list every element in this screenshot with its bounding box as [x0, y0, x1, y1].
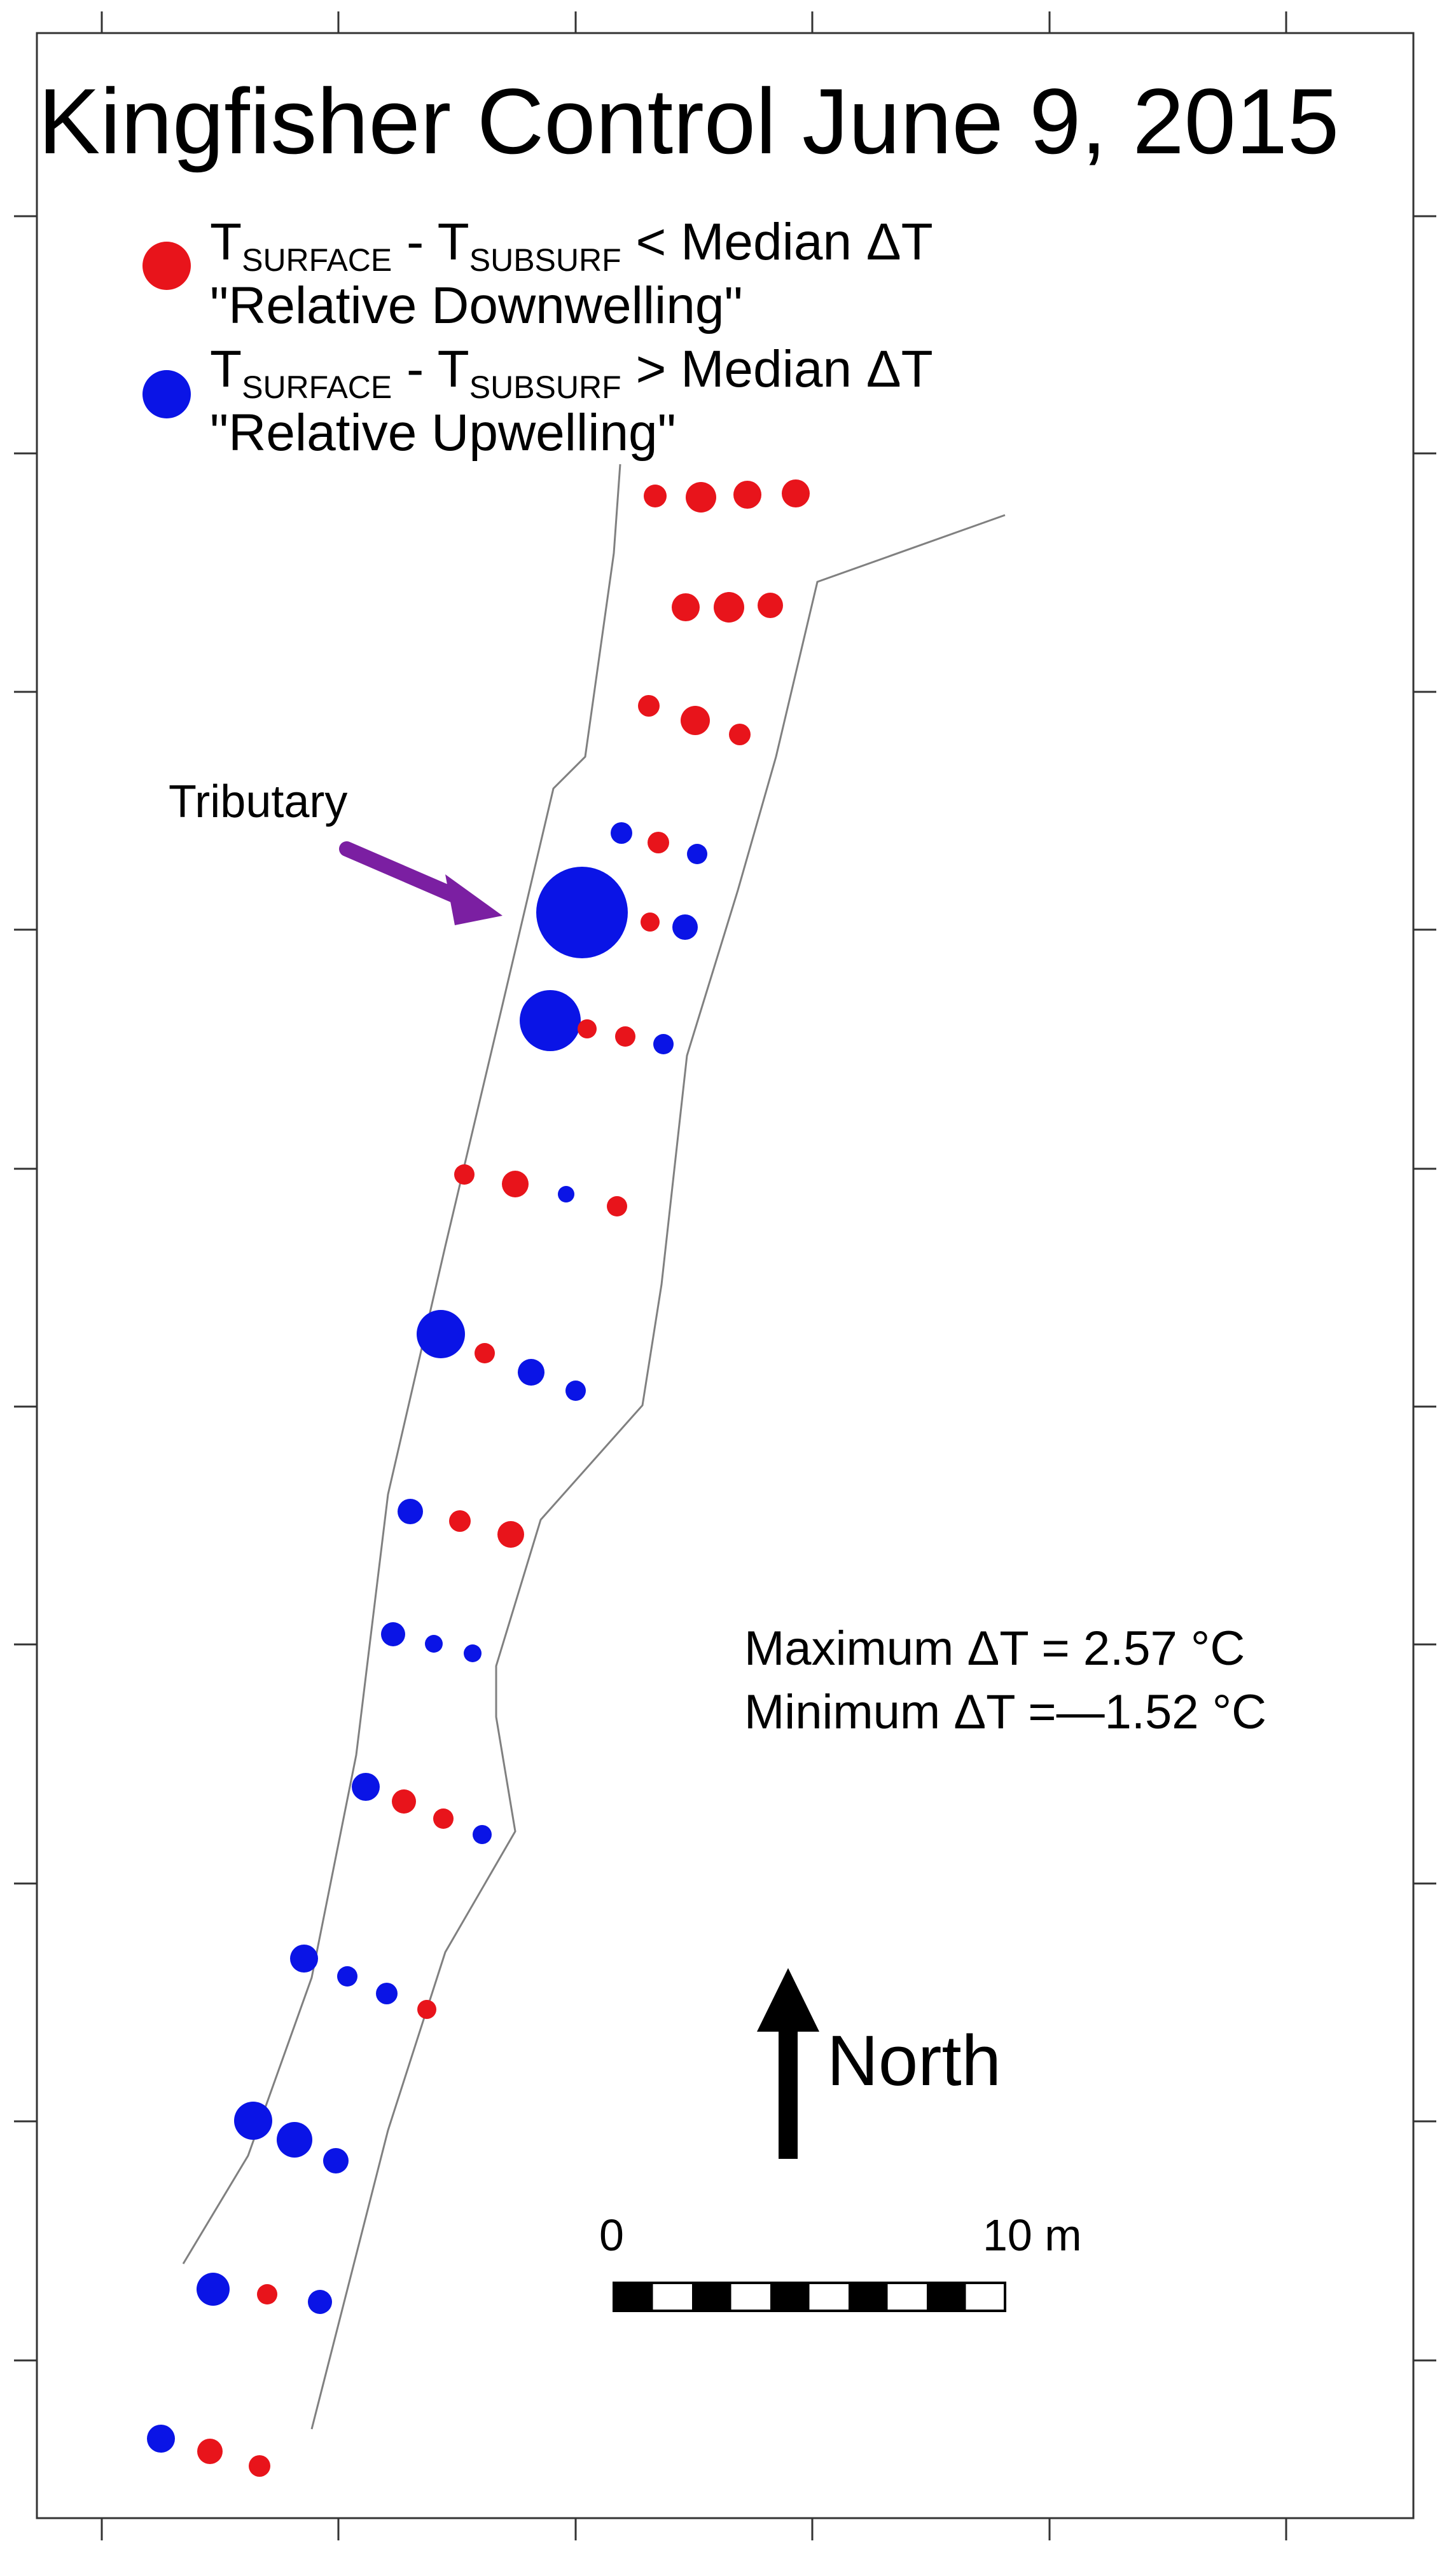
- upwelling-point: [425, 1635, 443, 1653]
- downwelling-point: [475, 1343, 495, 1363]
- map-title: Kingfisher Control June 9, 2015: [38, 69, 1340, 173]
- downwelling-point: [502, 1171, 529, 1197]
- legend-upwelling-label: "Relative Upwelling": [210, 404, 676, 462]
- upwelling-point: [565, 1381, 586, 1401]
- max-delta-t: Maximum ΔT = 2.57 °C: [744, 1622, 1245, 1676]
- downwelling-point: [729, 724, 751, 745]
- upwelling-point: [653, 1034, 674, 1054]
- upwelling-point: [308, 2290, 332, 2314]
- downwelling-point: [249, 2455, 270, 2477]
- tributary-label: Tributary: [169, 776, 348, 827]
- upwelling-point: [277, 2122, 312, 2158]
- legend-upwelling-marker: [142, 370, 191, 418]
- downwelling-point: [257, 2284, 277, 2304]
- scale-end-label: 10 m: [983, 2210, 1082, 2260]
- downwelling-point: [392, 1789, 416, 1814]
- legend-upwelling-formula: TSURFACE - TSUBSURF > Median ΔT: [210, 340, 933, 405]
- downwelling-point: [417, 2000, 436, 2019]
- downwelling-point: [497, 1521, 524, 1548]
- downwelling-point: [638, 695, 660, 717]
- downwelling-point: [641, 913, 660, 932]
- north-arrow-icon: [757, 1968, 819, 2159]
- upwelling-point: [197, 2273, 230, 2306]
- upwelling-point: [520, 990, 581, 1051]
- scale-start-label: 0: [599, 2210, 624, 2260]
- downwelling-point: [782, 479, 810, 507]
- upwelling-point: [687, 844, 707, 864]
- sensor-points: [147, 479, 810, 2477]
- downwelling-point: [615, 1026, 635, 1047]
- legend-downwelling-label: "Relative Downwelling": [210, 277, 743, 334]
- upwelling-point: [518, 1359, 544, 1386]
- legend-downwelling-marker: [142, 242, 191, 290]
- legend-downwelling-formula: TSURFACE - TSUBSURF < Median ΔT: [210, 213, 933, 278]
- min-delta-t: Minimum ΔT =—1.52 °C: [744, 1685, 1266, 1739]
- downwelling-point: [433, 1808, 454, 1829]
- upwelling-point: [234, 2102, 272, 2140]
- upwelling-point: [323, 2148, 349, 2173]
- upwelling-point: [381, 1622, 405, 1646]
- left-river-bank: [182, 464, 621, 2264]
- scale-bar: [613, 2282, 1006, 2312]
- map-frame: [36, 32, 1415, 2519]
- downwelling-point: [607, 1196, 627, 1216]
- upwelling-point: [558, 1186, 574, 1202]
- downwelling-point: [644, 485, 667, 507]
- upwelling-point: [376, 1983, 398, 2004]
- downwelling-point: [672, 593, 700, 621]
- upwelling-point: [464, 1644, 482, 1662]
- downwelling-point: [454, 1164, 475, 1185]
- downwelling-point: [714, 592, 744, 623]
- downwelling-point: [648, 832, 669, 853]
- north-label: North: [827, 2021, 1001, 2100]
- upwelling-point: [536, 867, 628, 958]
- upwelling-point: [398, 1499, 423, 1524]
- upwelling-point: [290, 1945, 318, 1973]
- downwelling-point: [578, 1019, 597, 1038]
- downwelling-point: [681, 706, 710, 735]
- downwelling-point: [733, 481, 761, 509]
- downwelling-point: [197, 2439, 223, 2464]
- tributary-arrow-icon: [339, 841, 503, 925]
- upwelling-point: [337, 1966, 357, 1987]
- downwelling-point: [758, 593, 783, 618]
- right-river-bank: [310, 514, 1006, 2430]
- upwelling-point: [473, 1825, 492, 1844]
- upwelling-point: [352, 1773, 380, 1801]
- downwelling-point: [449, 1510, 471, 1532]
- upwelling-point: [417, 1310, 465, 1358]
- downwelling-point: [686, 482, 716, 513]
- upwelling-point: [611, 822, 632, 844]
- upwelling-point: [672, 914, 698, 940]
- upwelling-point: [147, 2425, 175, 2453]
- frame-ticks: [14, 11, 1436, 2540]
